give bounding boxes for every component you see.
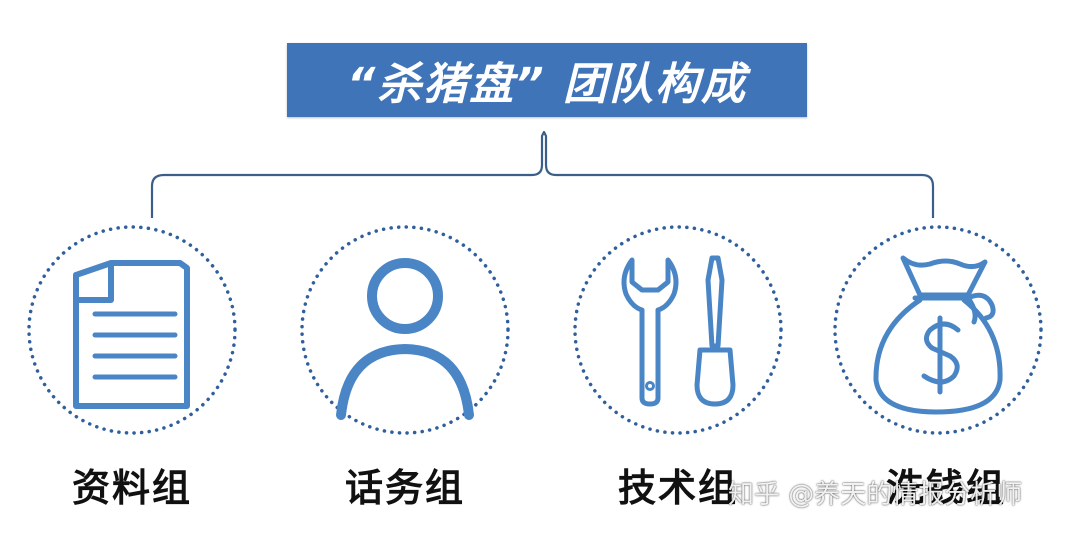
diagram-title: “杀猪盘” 团队构成 [347,59,747,110]
group-circle-2 [300,225,510,435]
curly-bracket [150,130,935,218]
person-icon [336,258,474,420]
group-circle-4 [833,225,1043,435]
money-bag-icon [873,255,1003,415]
group-circle-1 [27,225,237,435]
watermark: 知乎 @养天的情报分析师 [728,480,1023,510]
tools-icon [621,255,736,407]
group-label-1: 资料组 [71,466,192,510]
group-circle-3 [573,225,783,435]
group-label-4: 洗钱组 [885,466,1006,510]
title-banner: “杀猪盘” 团队构成 [287,43,807,117]
group-label-3: 技术组 [617,466,738,510]
document-icon [73,260,190,409]
group-label-2: 话务组 [344,466,465,510]
